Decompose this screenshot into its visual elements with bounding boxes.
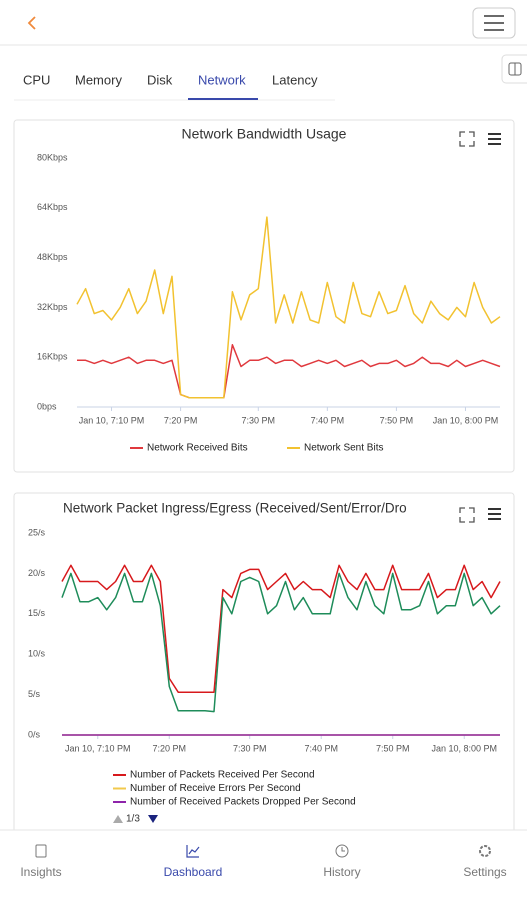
- chart-menu-button[interactable]: [488, 508, 501, 520]
- chart-title: Network Bandwidth Usage: [182, 126, 347, 142]
- tab[interactable]: Latency: [272, 72, 318, 87]
- x-tick-label: 7:30 PM: [233, 743, 267, 753]
- y-tick-label: 64Kbps: [37, 202, 68, 212]
- x-tick-label: Jan 10, 8:00 PM: [431, 743, 497, 753]
- nav-item-active[interactable]: Dashboard: [164, 865, 223, 879]
- y-tick-label: 15/s: [28, 608, 46, 618]
- y-tick-label: 20/s: [28, 568, 46, 578]
- x-tick-label: 7:20 PM: [164, 415, 198, 425]
- bottom-nav: [0, 830, 527, 900]
- legend-page: 1/3: [126, 814, 140, 825]
- series-line: [61, 572, 501, 713]
- y-tick-label: 48Kbps: [37, 252, 68, 262]
- legend-prev[interactable]: [113, 815, 123, 823]
- chart-card: [13, 119, 515, 473]
- y-tick-label: 0/s: [28, 729, 41, 739]
- x-tick-label: 7:30 PM: [242, 415, 276, 425]
- history-icon: [335, 844, 349, 858]
- series-line: [76, 216, 501, 399]
- fullscreen-button[interactable]: [459, 507, 475, 523]
- y-tick-label: 5/s: [28, 689, 41, 699]
- x-tick-label: Jan 10, 8:00 PM: [433, 415, 499, 425]
- dashboard-icon: [186, 845, 200, 858]
- y-tick-label: 0bps: [37, 401, 57, 411]
- y-tick-label: 32Kbps: [37, 302, 68, 312]
- menu-icon: [484, 15, 504, 31]
- legend-label: Network Sent Bits: [304, 443, 383, 454]
- chart-title: Network Packet Ingress/Egress (Received/…: [63, 501, 407, 516]
- legend-next[interactable]: [148, 815, 158, 823]
- tab[interactable]: Disk: [147, 72, 173, 87]
- x-tick-label: Jan 10, 7:10 PM: [79, 415, 145, 425]
- tab[interactable]: CPU: [23, 72, 50, 87]
- legend-label: Number of Receive Errors Per Second: [130, 783, 301, 794]
- history-icon: [341, 847, 345, 852]
- x-tick-label: 7:50 PM: [380, 415, 414, 425]
- x-tick-label: Jan 10, 7:10 PM: [65, 743, 131, 753]
- nav-item[interactable]: History: [323, 865, 360, 879]
- card-tools: [459, 131, 501, 523]
- tab[interactable]: Memory: [75, 72, 122, 87]
- y-tick-label: 80Kbps: [37, 152, 68, 162]
- x-tick-label: 7:40 PM: [311, 415, 345, 425]
- series-line: [77, 344, 501, 399]
- chart-menu-button[interactable]: [488, 133, 501, 145]
- charts: 0bps 16Kbps 32Kbps 48Kbps 64Kbps 80Kbps Jan 10…: [28, 152, 501, 808]
- x-tick-label: 7:50 PM: [376, 743, 410, 753]
- tab-active[interactable]: Network: [198, 72, 246, 87]
- back-button[interactable]: [27, 16, 36, 30]
- insights-icon: [35, 844, 47, 858]
- x-tick-label: 7:20 PM: [152, 743, 186, 753]
- fullscreen-button[interactable]: [459, 131, 475, 147]
- y-tick-label: 16Kbps: [37, 352, 68, 362]
- nav-item[interactable]: Insights: [20, 865, 61, 879]
- nav-item[interactable]: Settings: [463, 865, 506, 879]
- series-line: [61, 564, 501, 693]
- legend-label: Number of Packets Received Per Second: [130, 770, 315, 781]
- legend-label: Number of Received Packets Dropped Per S…: [130, 797, 356, 808]
- top-bar: [0, 0, 527, 45]
- y-tick-label: 25/s: [28, 527, 46, 537]
- y-tick-label: 10/s: [28, 649, 46, 659]
- x-tick-label: 7:40 PM: [304, 743, 338, 753]
- legend-label: Network Received Bits: [147, 443, 248, 454]
- settings-icon: [479, 845, 491, 857]
